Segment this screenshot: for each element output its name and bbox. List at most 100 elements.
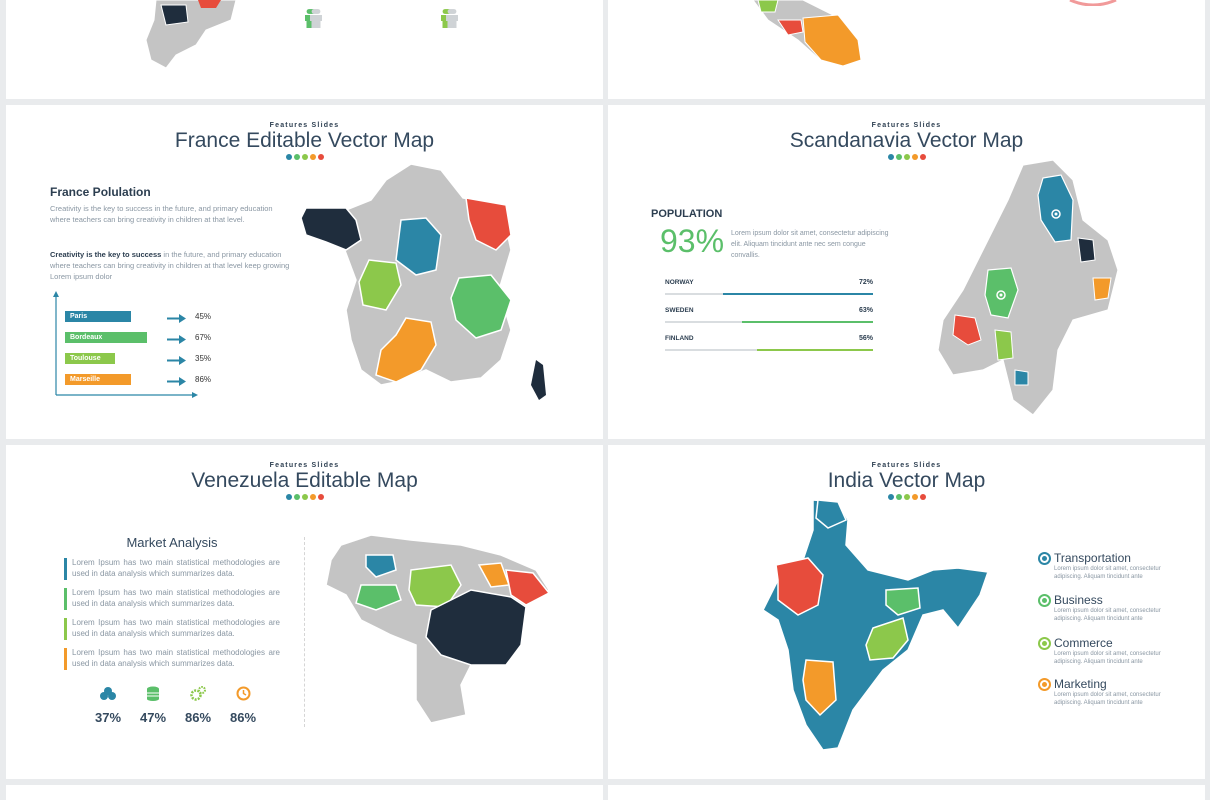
clock-icon bbox=[225, 685, 261, 702]
bar-value: 67% bbox=[195, 333, 212, 342]
country-value: 56% bbox=[858, 335, 873, 342]
bar-label: Paris bbox=[65, 311, 131, 322]
arrow-right-icon bbox=[167, 374, 187, 392]
analysis-text: Lorem Ipsum has two main statistical met… bbox=[72, 648, 280, 668]
legend-label: Marketing bbox=[1054, 677, 1107, 691]
country-label: SWEDEN bbox=[665, 307, 694, 314]
india-map bbox=[762, 500, 990, 751]
analysis-item: Lorem Ipsum has two main statistical met… bbox=[64, 648, 280, 670]
arrow-right-icon bbox=[167, 311, 187, 329]
france-bar-row: Paris 45% bbox=[65, 311, 225, 323]
paragraph-2-bold: Creativity is the key to success bbox=[50, 250, 162, 259]
legend-marker-icon bbox=[1038, 678, 1051, 691]
paragraph-2: Creativity is the key to success in the … bbox=[50, 249, 292, 282]
divider bbox=[304, 537, 305, 727]
ring-fragment bbox=[1069, 0, 1117, 6]
stat-item: 47% bbox=[135, 685, 171, 725]
population-description: Lorem ipsum dolor sit amet, consectetur … bbox=[731, 230, 889, 259]
stat-item: 86% bbox=[180, 685, 216, 725]
bar-chart-axes bbox=[53, 291, 198, 398]
progress-fill bbox=[756, 349, 873, 351]
analysis-text: Lorem Ipsum has two main statistical met… bbox=[72, 618, 280, 638]
country-row: SWEDEN 63% bbox=[665, 307, 873, 327]
france-bar-row: Toulouse 35% bbox=[65, 353, 225, 365]
slide-top-left bbox=[6, 0, 603, 99]
section-heading: France Polulation bbox=[50, 185, 151, 199]
legend-marker-icon bbox=[1038, 637, 1051, 650]
slide-title: India Vector Map bbox=[827, 469, 986, 492]
legend-desc: Lorem ipsum dolor sit amet, consectetur … bbox=[1054, 692, 1161, 706]
legend-label: Commerce bbox=[1054, 636, 1113, 650]
stat-item: 37% bbox=[90, 685, 126, 725]
bar-label: Bordeaux bbox=[65, 332, 147, 343]
stat-item: 86% bbox=[225, 685, 261, 725]
france-bar-row: Bordeaux 67% bbox=[65, 332, 225, 344]
france-map bbox=[301, 163, 546, 400]
gears-icon bbox=[180, 685, 216, 702]
slide-title: Venezuela Editable Map bbox=[191, 469, 418, 492]
slide-india: Features Slides India Vector Map Transpo… bbox=[608, 445, 1205, 779]
slide-bottom-right bbox=[608, 785, 1205, 800]
country-row: FINLAND 56% bbox=[665, 335, 873, 355]
progress-track bbox=[665, 349, 873, 351]
stat-value: 47% bbox=[139, 710, 167, 725]
bar-value: 35% bbox=[195, 354, 212, 363]
analysis-text: Lorem Ipsum has two main statistical met… bbox=[72, 588, 280, 608]
progress-fill bbox=[723, 293, 873, 295]
stat-value: 86% bbox=[229, 710, 257, 725]
bar-label: Toulouse bbox=[65, 353, 115, 364]
slide-bottom-left bbox=[6, 785, 603, 800]
arrow-right-icon bbox=[167, 353, 187, 371]
title-dots bbox=[6, 154, 603, 160]
stat-value: 37% bbox=[94, 710, 122, 725]
arrow-right-icon bbox=[167, 332, 187, 350]
bar-value: 86% bbox=[195, 375, 212, 384]
slide-france: Features Slides France Editable Vector M… bbox=[6, 105, 603, 439]
slide-venezuela: Features Slides Venezuela Editable Map M… bbox=[6, 445, 603, 779]
scandinavia-map bbox=[937, 160, 1119, 416]
map-fragment-top-right bbox=[752, 0, 862, 67]
legend-desc: Lorem ipsum dolor sit amet, consectetur … bbox=[1054, 566, 1161, 580]
paragraph-1: Creativity is the key to success in the … bbox=[50, 204, 273, 224]
progress-fill bbox=[741, 321, 873, 323]
progress-track bbox=[665, 293, 873, 295]
legend-label: Business bbox=[1054, 593, 1103, 607]
eyebrow: Features Slides bbox=[871, 122, 942, 129]
legend-desc: Lorem ipsum dolor sit amet, consectetur … bbox=[1054, 608, 1161, 622]
population-heading: POPULATION bbox=[651, 208, 723, 220]
map-fragment-top-left bbox=[145, 0, 237, 69]
country-value: 72% bbox=[858, 279, 873, 286]
legend-desc: Lorem ipsum dolor sit amet, consectetur … bbox=[1054, 651, 1161, 665]
analysis-item: Lorem Ipsum has two main statistical met… bbox=[64, 558, 280, 580]
slide-top-right bbox=[608, 0, 1205, 99]
country-label: FINLAND bbox=[665, 335, 694, 342]
country-value: 63% bbox=[858, 307, 873, 314]
venezuela-map bbox=[325, 534, 551, 724]
eyebrow: Features Slides bbox=[871, 462, 942, 469]
legend-label: Transportation bbox=[1054, 551, 1131, 565]
legend-marker-icon bbox=[1038, 594, 1051, 607]
slide-title: France Editable Vector Map bbox=[174, 129, 435, 152]
title-dots bbox=[6, 494, 603, 500]
market-heading: Market Analysis bbox=[126, 535, 218, 550]
big-percentage: 93% bbox=[660, 223, 725, 259]
country-label: NORWAY bbox=[665, 279, 694, 286]
title-dots bbox=[608, 494, 1205, 500]
slide-scandinavia: Features Slides Scandanavia Vector Map P… bbox=[608, 105, 1205, 439]
analysis-text: Lorem Ipsum has two main statistical met… bbox=[72, 558, 280, 578]
title-dots bbox=[608, 154, 1205, 160]
progress-track bbox=[665, 321, 873, 323]
country-row: NORWAY 72% bbox=[665, 279, 873, 299]
bar-value: 45% bbox=[195, 312, 212, 321]
france-bar-row: Marseille 86% bbox=[65, 374, 225, 386]
bar-label: Marseille bbox=[65, 374, 131, 385]
paragraph-2-rest: in the future, and primary education whe… bbox=[50, 250, 290, 281]
database-icon bbox=[135, 685, 171, 702]
coins-icon bbox=[90, 685, 126, 702]
eyebrow: Features Slides bbox=[269, 462, 340, 469]
legend-marker-icon bbox=[1038, 552, 1051, 565]
slide-title: Scandanavia Vector Map bbox=[789, 129, 1024, 152]
stat-value: 86% bbox=[184, 710, 212, 725]
eyebrow: Features Slides bbox=[269, 122, 340, 129]
analysis-item: Lorem Ipsum has two main statistical met… bbox=[64, 618, 280, 640]
